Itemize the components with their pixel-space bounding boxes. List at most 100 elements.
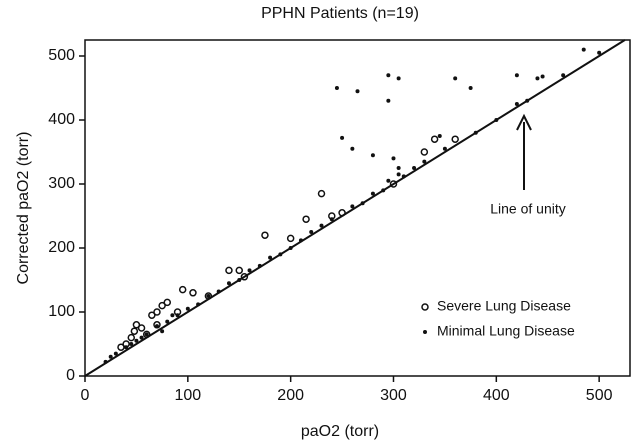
- point: [189, 289, 197, 297]
- point: [514, 73, 519, 78]
- point: [360, 201, 365, 206]
- point: [278, 252, 283, 257]
- point: [561, 73, 566, 78]
- point: [437, 134, 442, 138]
- point: [370, 191, 375, 196]
- point: [391, 156, 396, 161]
- unity-line: [84, 39, 626, 377]
- x-tick-label: 100: [174, 387, 201, 404]
- point: [329, 217, 334, 222]
- point: [473, 130, 478, 135]
- point: [422, 159, 427, 164]
- point: [247, 268, 252, 273]
- point: [309, 230, 314, 234]
- point: [226, 281, 231, 286]
- point: [108, 354, 113, 359]
- point: [196, 302, 201, 307]
- point: [494, 118, 499, 122]
- point: [175, 313, 180, 318]
- point: [350, 146, 355, 151]
- point: [261, 231, 269, 239]
- point: [540, 74, 545, 79]
- y-axis-label: Corrected paO2 (torr): [15, 132, 32, 285]
- point: [124, 345, 129, 350]
- legend-label: Minimal Lung Disease: [437, 323, 575, 339]
- point: [442, 146, 447, 151]
- point: [288, 246, 293, 250]
- y-tick-label: 400: [48, 111, 75, 128]
- point: [117, 343, 125, 351]
- point: [142, 330, 151, 339]
- point: [338, 209, 346, 217]
- point: [370, 153, 375, 158]
- point: [302, 215, 310, 223]
- y-tick-label: 200: [48, 239, 75, 256]
- point: [451, 135, 459, 143]
- point: [139, 335, 144, 340]
- point: [148, 311, 156, 319]
- point: [268, 255, 273, 260]
- point: [163, 298, 172, 307]
- point: [144, 332, 149, 337]
- y-tick-label: 300: [48, 175, 75, 192]
- point: [113, 351, 118, 356]
- point: [153, 308, 161, 316]
- point: [396, 166, 401, 170]
- point: [389, 180, 398, 188]
- point: [235, 266, 243, 275]
- point: [381, 188, 386, 193]
- point: [535, 76, 540, 81]
- point: [137, 324, 146, 332]
- legend-marker: [421, 303, 429, 311]
- legend-marker: [423, 330, 427, 334]
- point: [298, 238, 303, 243]
- point: [386, 178, 391, 183]
- x-tick-label: 500: [586, 387, 613, 404]
- point: [204, 292, 213, 300]
- point: [396, 76, 401, 81]
- chart-title: PPHN Patients (n=19): [261, 5, 419, 22]
- point: [206, 294, 211, 298]
- point: [412, 166, 417, 170]
- plot-frame: [84, 39, 631, 377]
- point: [240, 273, 249, 281]
- annotation-arrowhead: [516, 113, 532, 131]
- point: [225, 266, 233, 275]
- point: [350, 204, 355, 209]
- point: [127, 333, 136, 342]
- legend-label: Severe Lung Disease: [437, 298, 571, 314]
- point: [319, 223, 324, 228]
- point: [430, 135, 439, 143]
- point: [420, 148, 429, 156]
- point: [160, 329, 165, 334]
- point: [165, 319, 170, 324]
- point: [185, 306, 190, 311]
- point: [103, 359, 108, 364]
- point: [453, 76, 458, 81]
- y-tick-label: 100: [48, 303, 75, 320]
- point: [170, 313, 175, 318]
- point: [468, 86, 473, 90]
- y-tick-label: 500: [48, 47, 75, 64]
- y-tick-label: 0: [66, 367, 75, 384]
- point: [334, 86, 339, 90]
- x-tick-label: 400: [483, 387, 510, 404]
- point: [317, 189, 326, 198]
- point: [130, 327, 139, 335]
- point: [525, 98, 530, 103]
- point: [154, 324, 159, 329]
- point: [216, 289, 221, 294]
- point: [597, 50, 602, 55]
- point: [178, 285, 187, 294]
- annotation: Line of unity: [490, 201, 566, 217]
- point: [134, 338, 139, 343]
- point: [129, 342, 134, 346]
- point: [237, 278, 242, 282]
- point: [386, 98, 391, 103]
- point: [286, 234, 295, 243]
- point: [158, 301, 166, 310]
- x-tick-label: 200: [277, 387, 304, 404]
- x-tick-label: 300: [380, 387, 407, 404]
- x-tick-label: 0: [81, 387, 90, 404]
